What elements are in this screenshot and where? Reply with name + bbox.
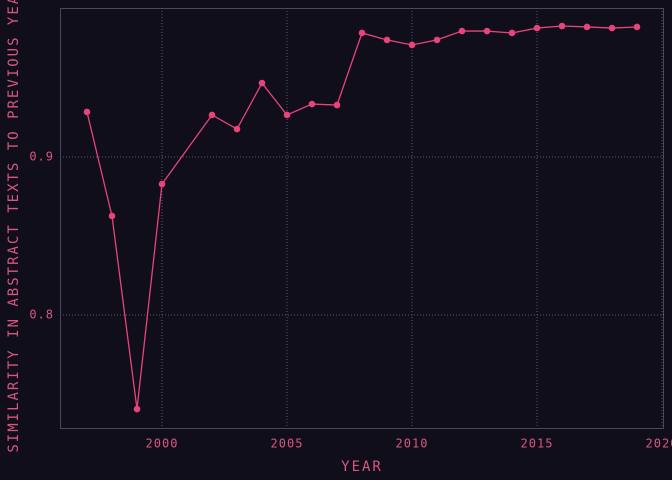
point bbox=[533, 24, 541, 32]
point bbox=[583, 23, 591, 31]
point bbox=[158, 180, 166, 188]
x-tick-label: 2020 bbox=[646, 437, 672, 451]
point bbox=[558, 22, 566, 30]
x-tick-label: 2015 bbox=[521, 437, 554, 451]
point bbox=[283, 111, 291, 119]
point bbox=[108, 212, 116, 220]
point bbox=[208, 111, 216, 119]
x-tick-label: 2005 bbox=[271, 437, 304, 451]
point bbox=[433, 36, 441, 44]
point bbox=[383, 36, 391, 44]
x-axis-label: YEAR bbox=[341, 459, 383, 475]
point bbox=[458, 27, 466, 35]
point bbox=[408, 41, 416, 49]
plot-frame bbox=[60, 8, 664, 429]
point bbox=[308, 100, 316, 108]
point bbox=[508, 29, 516, 37]
point bbox=[483, 27, 491, 35]
y-axis-label: SIMILARITY IN ABSTRACT TEXTS TO PREVIOUS… bbox=[6, 0, 22, 453]
y-tick-label: 0.9 bbox=[29, 150, 54, 164]
point bbox=[83, 108, 91, 116]
point bbox=[258, 79, 266, 87]
point bbox=[333, 101, 341, 109]
point bbox=[133, 405, 141, 413]
y-tick-label: 0.8 bbox=[29, 308, 54, 322]
point bbox=[233, 125, 241, 133]
point bbox=[608, 24, 616, 32]
point bbox=[358, 29, 366, 37]
line bbox=[86, 25, 638, 410]
x-tick-label: 2010 bbox=[396, 437, 429, 451]
point bbox=[633, 23, 641, 31]
x-tick-label: 2000 bbox=[146, 437, 179, 451]
